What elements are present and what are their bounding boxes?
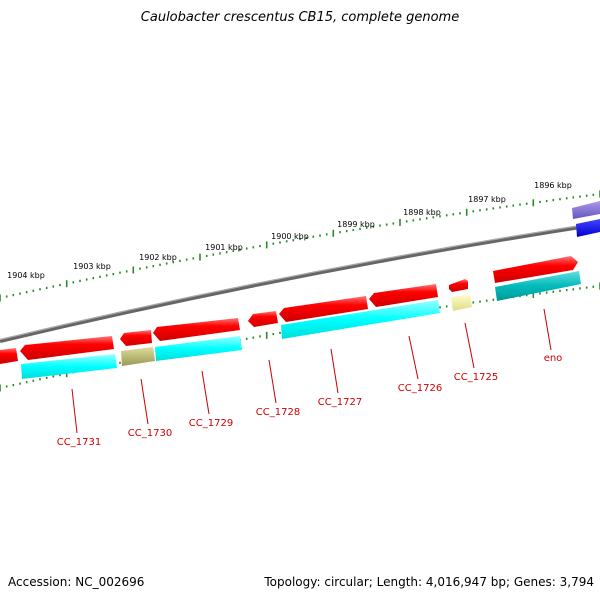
blue-feature [576,219,600,237]
accession-text: Accession: NC_002696 [8,575,145,589]
leader-CC_1730 [140,378,149,425]
label-CC_1726[interactable]: CC_1726 [398,383,442,394]
gene-CC_1728[interactable] [248,311,278,327]
cds-CC_1725[interactable] [451,294,472,311]
label-CC_1731[interactable]: CC_1731 [57,437,101,448]
ruler-label-1897: 1897 kbp [468,195,506,204]
ruler-label-1900: 1900 kbp [271,232,309,241]
inner-ruler [0,282,600,392]
ruler-labels: 1896 kbp 1897 kbp 1898 kbp 1899 kbp 1900… [7,181,572,280]
outer-ruler [0,190,600,302]
purple-feature [572,201,600,219]
gene-CC_1730[interactable] [120,330,152,346]
gene-track [0,256,578,364]
gene-eno[interactable] [493,256,578,283]
genome-backbone-highlight [0,221,600,341]
gene-CC_1727[interactable] [279,296,368,322]
gene-CC_1725[interactable] [449,279,468,292]
gene-left-partial[interactable] [0,348,18,364]
ruler-label-1899: 1899 kbp [337,220,375,229]
cds-CC_1729[interactable] [155,336,242,361]
cds-CC_1731[interactable] [21,354,117,379]
ruler-label-1896: 1896 kbp [534,181,572,190]
label-CC_1730[interactable]: CC_1730 [128,428,172,439]
cds-CC_1726-1727[interactable] [281,300,440,339]
gene-CC_1729[interactable] [153,318,240,341]
top-right-features [572,201,600,237]
leader-CC_1725 [464,322,475,369]
cds-CC_1730[interactable] [121,347,155,366]
ruler-label-1904: 1904 kbp [7,271,45,280]
leader-CC_1727 [330,348,339,394]
ruler-label-1901: 1901 kbp [205,243,243,252]
gene-CC_1726[interactable] [369,284,438,307]
genome-backbone [0,222,600,343]
leader-CC_1726 [408,335,419,380]
ruler-label-1902: 1902 kbp [139,253,177,262]
gene-labels: eno CC_1725 CC_1726 CC_1727 CC_1728 CC_1… [57,308,563,448]
genome-summary-text: Topology: circular; Length: 4,016,947 bp… [264,575,594,589]
ruler-label-1903: 1903 kbp [73,262,111,271]
label-CC_1728[interactable]: CC_1728 [256,407,300,418]
gene-CC_1731[interactable] [20,336,114,360]
cds-eno[interactable] [495,271,581,301]
label-eno[interactable]: eno [544,353,563,364]
leader-CC_1728 [268,359,277,404]
map-title: Caulobacter crescentus CB15, complete ge… [140,10,460,25]
ruler-label-1898: 1898 kbp [403,208,441,217]
leader-CC_1731 [71,388,78,434]
label-CC_1729[interactable]: CC_1729 [189,418,233,429]
leader-eno [543,308,552,351]
leader-CC_1729 [201,370,210,415]
label-CC_1725[interactable]: CC_1725 [454,372,498,383]
cds-track [21,271,581,379]
label-CC_1727[interactable]: CC_1727 [318,397,362,408]
